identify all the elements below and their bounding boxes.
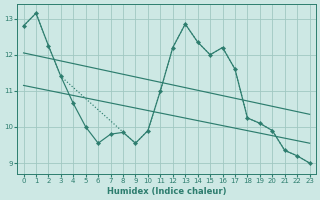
X-axis label: Humidex (Indice chaleur): Humidex (Indice chaleur)	[107, 187, 226, 196]
